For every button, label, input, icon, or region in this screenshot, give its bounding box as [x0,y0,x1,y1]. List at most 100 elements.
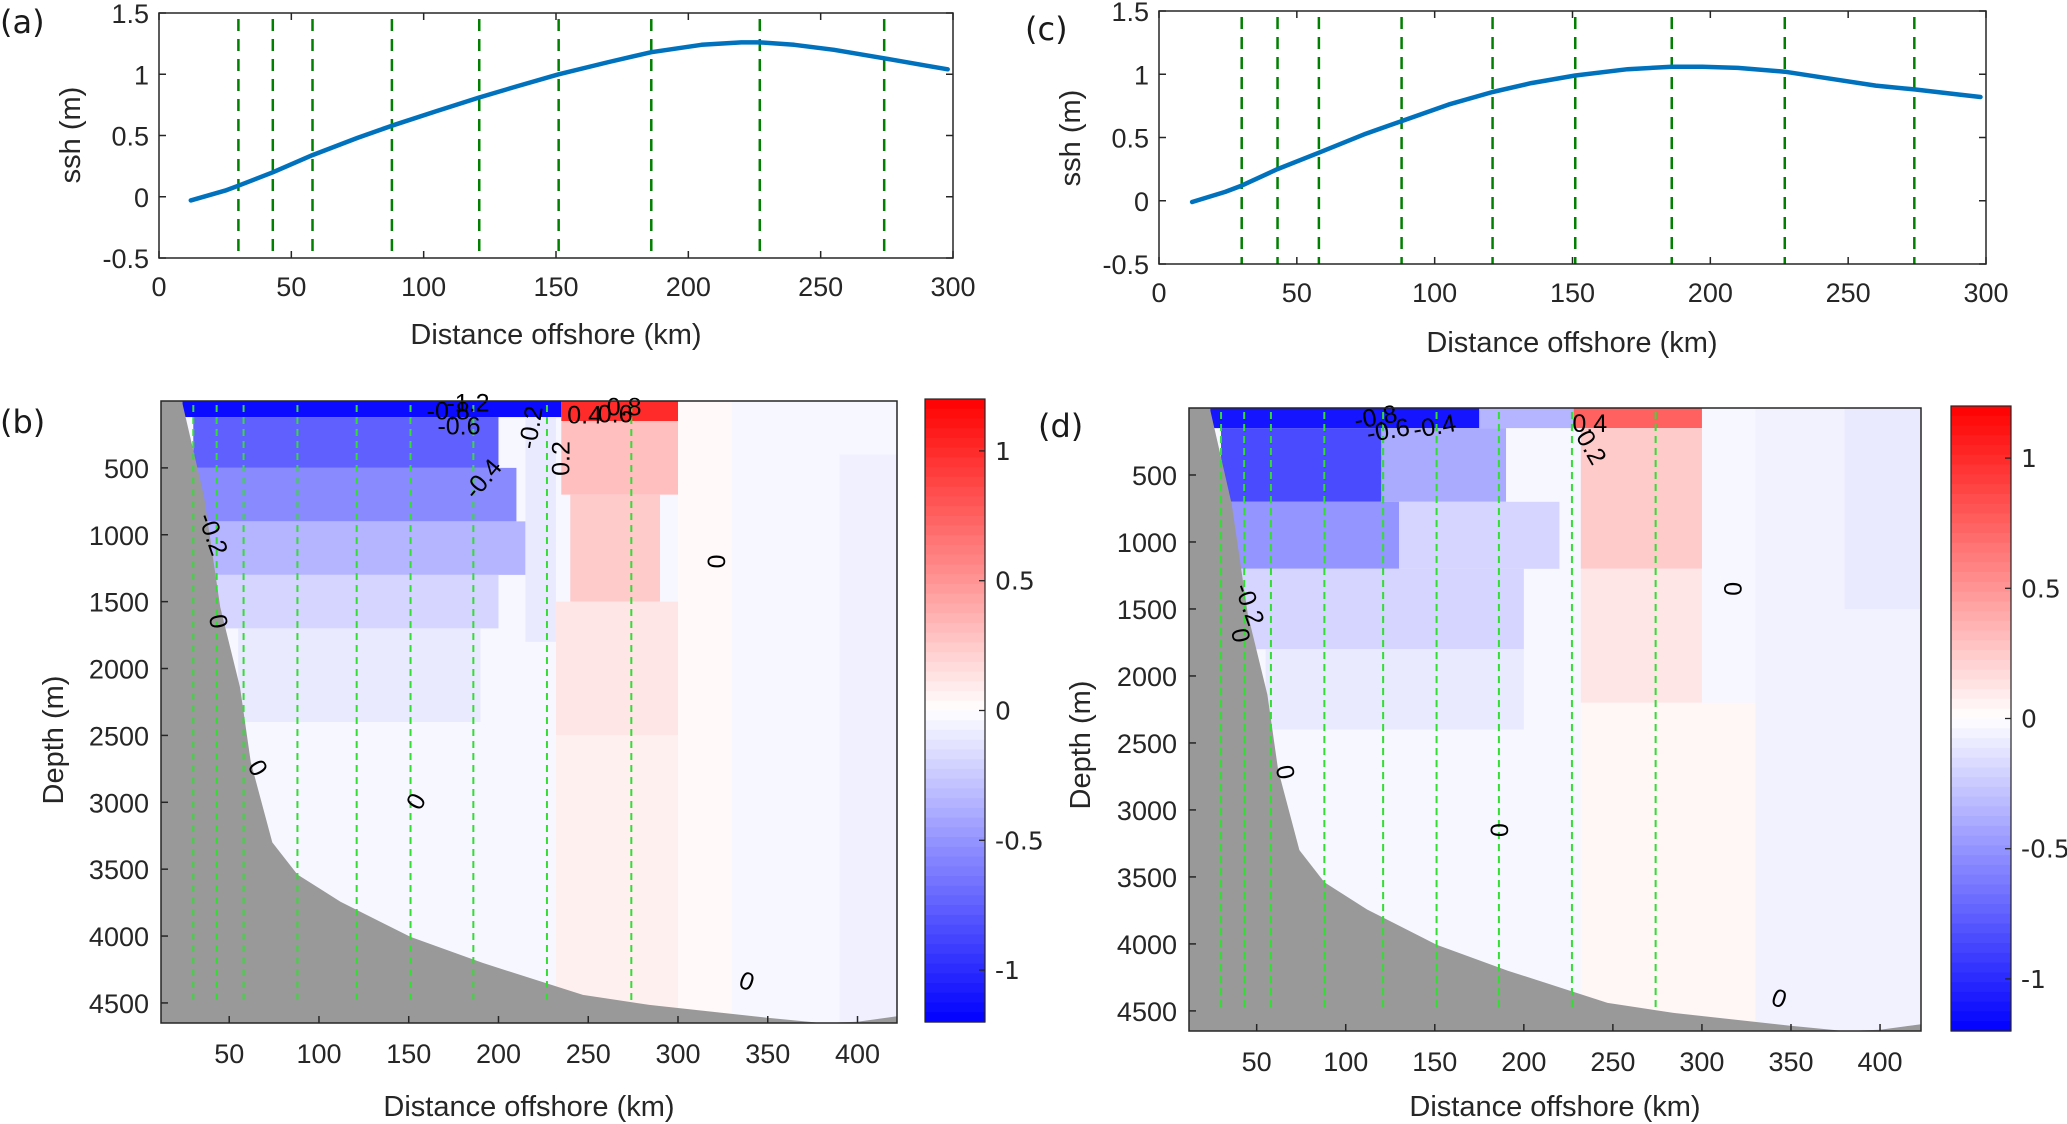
contour-label: -1.2 [446,390,489,418]
field-cell [525,417,556,642]
colorbar-tick-label: -0.5 [2021,835,2067,864]
colorbar-step [925,749,985,760]
y-tick-label: 1000 [89,521,149,551]
x-tick-label: 300 [1963,278,2008,308]
colorbar-step [1951,425,2011,436]
colorbar-tick-label: 1 [995,437,1011,466]
x-tick-label: 200 [666,272,711,302]
colorbar-step [925,428,985,439]
x-tick-label: 300 [930,272,975,302]
colorbar-tick-label: 0 [995,697,1011,726]
colorbar-step [1951,611,2011,622]
colorbar-step [925,710,985,721]
colorbar-d: 1 0.5 0 -0.5 -1 [1950,405,2067,1032]
colorbar-tick-label: -1 [995,956,1020,985]
colorbar-step [1951,913,2011,925]
colorbar-step [1951,894,2011,905]
field-cell [1399,501,1560,569]
x-tick-label: 250 [798,272,843,302]
colorbar-step [1951,669,2011,681]
y-tick-label: 4000 [89,922,149,952]
y-tick-label: 0.5 [111,122,149,152]
y-tick-label: 2500 [1117,729,1177,759]
colorbar-step [925,846,985,858]
colorbar-step [925,924,985,935]
colorbar-step [925,583,985,595]
x-tick-label: 200 [476,1039,521,1069]
field-cell [1189,408,1480,429]
ssh-line [188,40,950,203]
colorbar-step [925,1012,985,1023]
contour-label: 0 [1485,823,1513,837]
colorbar-step [1951,796,2011,807]
colorbar-step [1951,728,2011,739]
colorbar-step [925,399,985,410]
y-tick-label: -0.5 [1102,250,1149,280]
x-tick-label: 400 [835,1039,880,1069]
x-tick-label: 100 [1412,278,1457,308]
x-tick-label: 350 [1768,1047,1813,1077]
colorbar-step [925,778,985,789]
y-tick-label: -0.5 [102,244,149,274]
colorbar-step [1951,503,2011,515]
colorbar-tick-label: 1 [2021,444,2037,473]
colorbar-step [925,953,985,965]
field-cell [161,401,562,418]
colorbar-step [1951,874,2011,886]
x-tick-label: 50 [1282,278,1312,308]
y-tick-label: 3000 [1117,796,1177,826]
colorbar-tick-label: -0.5 [995,826,1044,855]
colorbar-step [1951,786,2011,798]
y-axis-title-b: Depth (m) [38,676,70,805]
bathymetry-top [161,401,183,409]
field-cell [211,574,499,629]
colorbar-step [925,457,985,468]
y-axis-title-d: Depth (m) [1065,681,1097,810]
field-cell [1381,428,1507,502]
colorbar-step [1951,630,2011,641]
colorbar-b: 1 0.5 0 -0.5 -1 [924,398,1044,1023]
panel-label-d: (d) [1038,407,1083,445]
x-tick-label: 400 [1858,1047,1903,1077]
colorbar-step [1951,825,2011,837]
colorbar-step [1951,698,2011,710]
ssh-line [1189,64,1983,205]
colorbar-step [1951,601,2011,612]
x-tick-label: 150 [1412,1047,1457,1077]
colorbar-step [925,691,985,702]
x-tick-label: 50 [276,272,306,302]
colorbar-step [925,807,985,819]
colorbar-step [925,944,985,955]
y-tick-label: 3500 [89,855,149,885]
colorbar-step [1951,406,2011,417]
y-axis-title-a: ssh (m) [55,87,87,184]
colorbar-step [925,661,985,673]
colorbar-step [1951,650,2011,661]
y-tick-label: 2000 [89,655,149,685]
x-axis-title-d: Distance offshore (km) [1409,1091,1700,1123]
field-cell [1221,428,1382,502]
colorbar-step [1951,523,2011,534]
colorbar-step [1951,816,2011,827]
colorbar-step [925,739,985,751]
y-tick-label: 1 [134,60,149,90]
field-cell [1221,501,1400,569]
colorbar-step [925,535,985,546]
field-cell [677,401,732,1023]
colorbar-step [1951,1001,2011,1013]
colorbar-step [925,564,985,575]
contour-label: 0.4 [567,402,602,430]
y-tick-label: 500 [1132,461,1177,491]
field-cell [1479,408,1574,429]
contour-label: 0 [1270,763,1300,782]
y-tick-label: 4500 [1117,997,1177,1027]
x-axis-title-a: Distance offshore (km) [410,319,701,351]
colorbar-step [925,827,985,838]
colorbar-step [1951,445,2011,456]
field-cell [1580,568,1702,703]
axes-box [1188,407,1922,1032]
colorbar-step [925,973,985,984]
